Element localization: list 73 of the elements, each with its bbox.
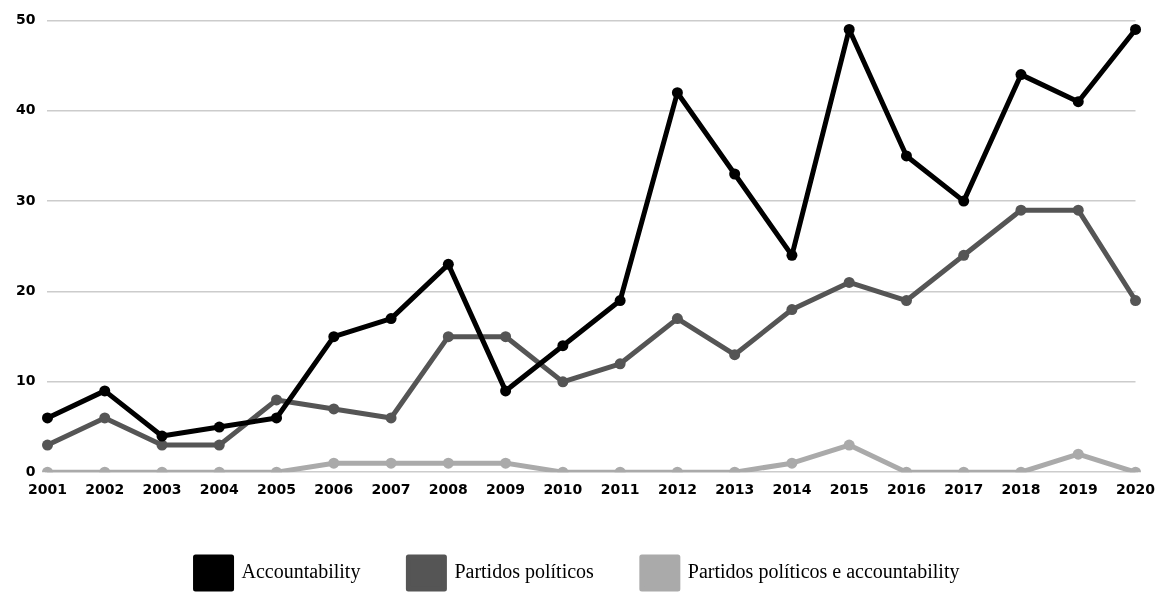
point	[442, 258, 454, 270]
point	[41, 439, 53, 451]
point	[385, 313, 397, 325]
point	[500, 331, 512, 343]
point	[271, 412, 283, 424]
point	[843, 439, 855, 451]
x-tick-label: 2004	[199, 481, 240, 498]
x-tick-label: 2010	[543, 481, 583, 498]
x-tick-label: 2005	[257, 481, 297, 498]
x-tick-label: 2020	[1116, 481, 1156, 498]
point	[500, 457, 512, 469]
x-tick-label: 2001	[28, 481, 67, 498]
point	[1072, 204, 1084, 216]
point	[442, 331, 454, 343]
point	[328, 403, 340, 415]
x-tick-label: 2012	[657, 481, 697, 498]
point	[213, 421, 225, 433]
x-tick-label: 2019	[1058, 481, 1098, 498]
x-tick-label: 2008	[428, 481, 468, 498]
point	[900, 150, 912, 162]
y-tick-label: 40	[16, 101, 36, 118]
x-tick-label: 2013	[715, 481, 755, 498]
point	[271, 394, 283, 406]
point	[1072, 96, 1084, 108]
point	[958, 195, 970, 207]
point	[729, 349, 741, 361]
y-tick-label: 20	[16, 282, 36, 299]
point	[786, 457, 798, 469]
x-tick-label: 2006	[314, 481, 354, 498]
point	[500, 385, 512, 397]
point	[614, 358, 626, 370]
x-tick-label: 2015	[829, 481, 869, 498]
x-tick-label: 2016	[886, 481, 926, 498]
point	[671, 313, 683, 325]
point	[385, 412, 397, 424]
point	[41, 412, 53, 424]
y-tick-label: 30	[16, 191, 36, 208]
point	[843, 23, 855, 35]
point	[156, 430, 168, 442]
x-tick-label: 2003	[142, 481, 182, 498]
x-tick-label: 2018	[1001, 481, 1041, 498]
point	[557, 376, 569, 388]
point	[843, 276, 855, 288]
point	[1130, 23, 1142, 35]
point	[1072, 448, 1084, 460]
point	[328, 331, 340, 343]
x-tick-label: 2007	[371, 481, 411, 498]
point	[99, 412, 111, 424]
x-tick-label: 2009	[486, 481, 526, 498]
point	[328, 457, 340, 469]
point	[729, 168, 741, 180]
legend-label: Partidos políticos	[454, 560, 595, 584]
legend-label: Accountability	[241, 560, 361, 584]
point	[1015, 69, 1027, 81]
y-tick-label: 50	[16, 11, 36, 28]
x-tick-label: 2017	[944, 481, 984, 498]
y-tick-label: 10	[16, 372, 36, 389]
point	[442, 457, 454, 469]
point	[557, 340, 569, 352]
x-tick-label: 2011	[600, 481, 640, 498]
legend-label: Partidos políticos e accountability	[687, 560, 960, 584]
y-tick-label: 0	[25, 462, 36, 479]
point	[786, 304, 798, 316]
point	[1015, 204, 1027, 216]
point	[958, 249, 970, 261]
point	[213, 439, 225, 451]
point	[1130, 295, 1142, 307]
point	[614, 295, 626, 307]
x-tick-label: 2002	[85, 481, 125, 498]
point	[900, 295, 912, 307]
x-tick-label: 2014	[772, 481, 812, 498]
point	[385, 457, 397, 469]
point	[99, 385, 111, 397]
